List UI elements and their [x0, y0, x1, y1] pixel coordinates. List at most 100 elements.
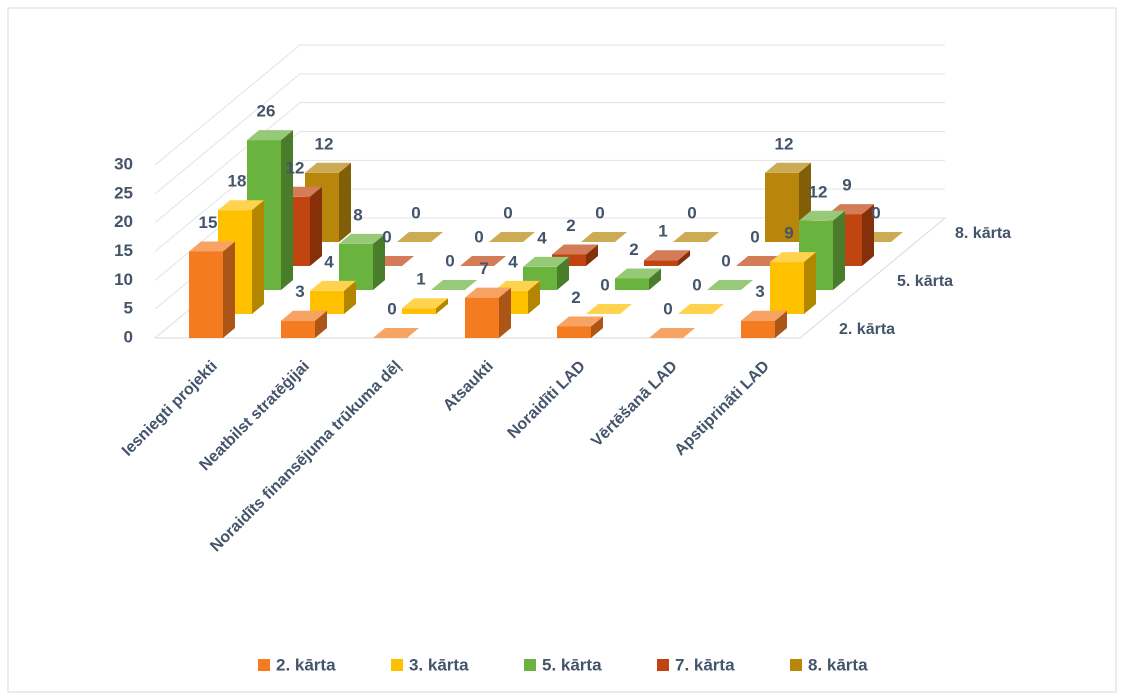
bar-top	[673, 232, 719, 242]
bar-side	[528, 280, 540, 314]
bar-top	[678, 304, 724, 314]
bar	[281, 310, 327, 338]
value-label: 0	[382, 227, 391, 246]
bar-top	[189, 241, 235, 252]
bar-top	[586, 304, 632, 314]
bar-front	[281, 320, 315, 338]
value-label: 26	[257, 102, 276, 121]
value-label: 15	[199, 213, 218, 232]
bar-side	[586, 244, 598, 266]
legend-swatch	[391, 659, 403, 671]
bar-top	[397, 232, 443, 242]
value-label: 0	[692, 275, 701, 294]
value-label: 2	[571, 288, 580, 307]
bar	[770, 252, 816, 314]
bar-side	[678, 250, 690, 266]
grid-line	[154, 131, 945, 252]
bar-top	[765, 162, 811, 173]
bar-top	[649, 328, 695, 338]
bar	[460, 256, 506, 266]
bar-side	[591, 316, 603, 338]
bar	[431, 280, 477, 290]
bar	[557, 316, 603, 338]
bar-top	[557, 316, 603, 327]
value-label: 0	[663, 299, 672, 318]
legend-label: 5. kārta	[542, 655, 602, 674]
y-tick-label: 15	[114, 241, 133, 260]
bar-top	[581, 232, 627, 242]
bar-top	[523, 256, 569, 267]
value-label: 9	[784, 224, 793, 243]
value-label: 12	[315, 134, 334, 153]
bar-side	[436, 298, 448, 314]
value-label: 0	[750, 227, 759, 246]
value-label: 0	[871, 203, 880, 222]
bar	[489, 232, 535, 242]
bar-top	[489, 232, 535, 242]
value-label: 0	[411, 203, 420, 222]
legend-swatch	[258, 659, 270, 671]
bar-top	[402, 298, 448, 309]
bar-front	[189, 251, 223, 338]
value-label: 4	[508, 252, 518, 271]
value-label: 1	[416, 270, 425, 289]
bar	[581, 232, 627, 242]
bar-top	[707, 280, 753, 290]
value-label: 8	[353, 205, 362, 224]
bar	[465, 287, 511, 338]
legend-label: 8. kārta	[808, 655, 868, 674]
value-label: 12	[775, 134, 794, 153]
bar-top	[770, 252, 816, 263]
y-tick-label: 0	[124, 327, 133, 346]
bar-top	[465, 287, 511, 298]
chart-frame	[7, 7, 1117, 693]
bar-top	[339, 233, 385, 244]
bar-side	[557, 256, 569, 290]
y-tick-label: 25	[114, 183, 133, 202]
value-label: 2	[566, 216, 575, 235]
value-label: 9	[842, 176, 851, 195]
value-label: 2	[629, 240, 638, 259]
bar-top	[644, 250, 690, 261]
bar	[649, 328, 695, 338]
y-tick-label: 5	[124, 299, 133, 318]
legend-label: 3. kārta	[409, 655, 469, 674]
bar-top	[460, 256, 506, 266]
bar-front	[644, 260, 678, 266]
bar-side	[223, 241, 235, 338]
bar	[678, 304, 724, 314]
bar-front	[465, 297, 499, 338]
bar-side	[252, 200, 264, 314]
bar	[707, 280, 753, 290]
bar-top	[741, 310, 787, 321]
legend-label: 7. kārta	[675, 655, 735, 674]
y-tick-label: 20	[114, 212, 133, 231]
legend-swatch	[657, 659, 669, 671]
depth-label: 8. kārta	[955, 225, 1011, 242]
bar-side	[804, 252, 816, 314]
value-label: 4	[324, 252, 334, 271]
value-label: 0	[595, 203, 604, 222]
bar	[373, 328, 419, 338]
grid-line	[154, 73, 945, 195]
bar-top	[431, 280, 477, 290]
value-label: 3	[295, 282, 304, 301]
bar-side	[649, 268, 661, 290]
bar-top	[310, 280, 356, 291]
value-label: 0	[503, 203, 512, 222]
legend-swatch	[524, 659, 536, 671]
bar-top	[615, 268, 661, 279]
bar-front	[557, 326, 591, 338]
value-label: 4	[537, 228, 547, 247]
bar-top	[218, 200, 264, 211]
bar	[673, 232, 719, 242]
bar-side	[775, 310, 787, 338]
bar	[397, 232, 443, 242]
value-label: 0	[721, 251, 730, 270]
bar-top	[552, 244, 598, 255]
value-label: 12	[809, 182, 828, 201]
bar-front	[310, 290, 344, 314]
bar-side	[310, 186, 322, 266]
value-label: 1	[658, 222, 667, 241]
